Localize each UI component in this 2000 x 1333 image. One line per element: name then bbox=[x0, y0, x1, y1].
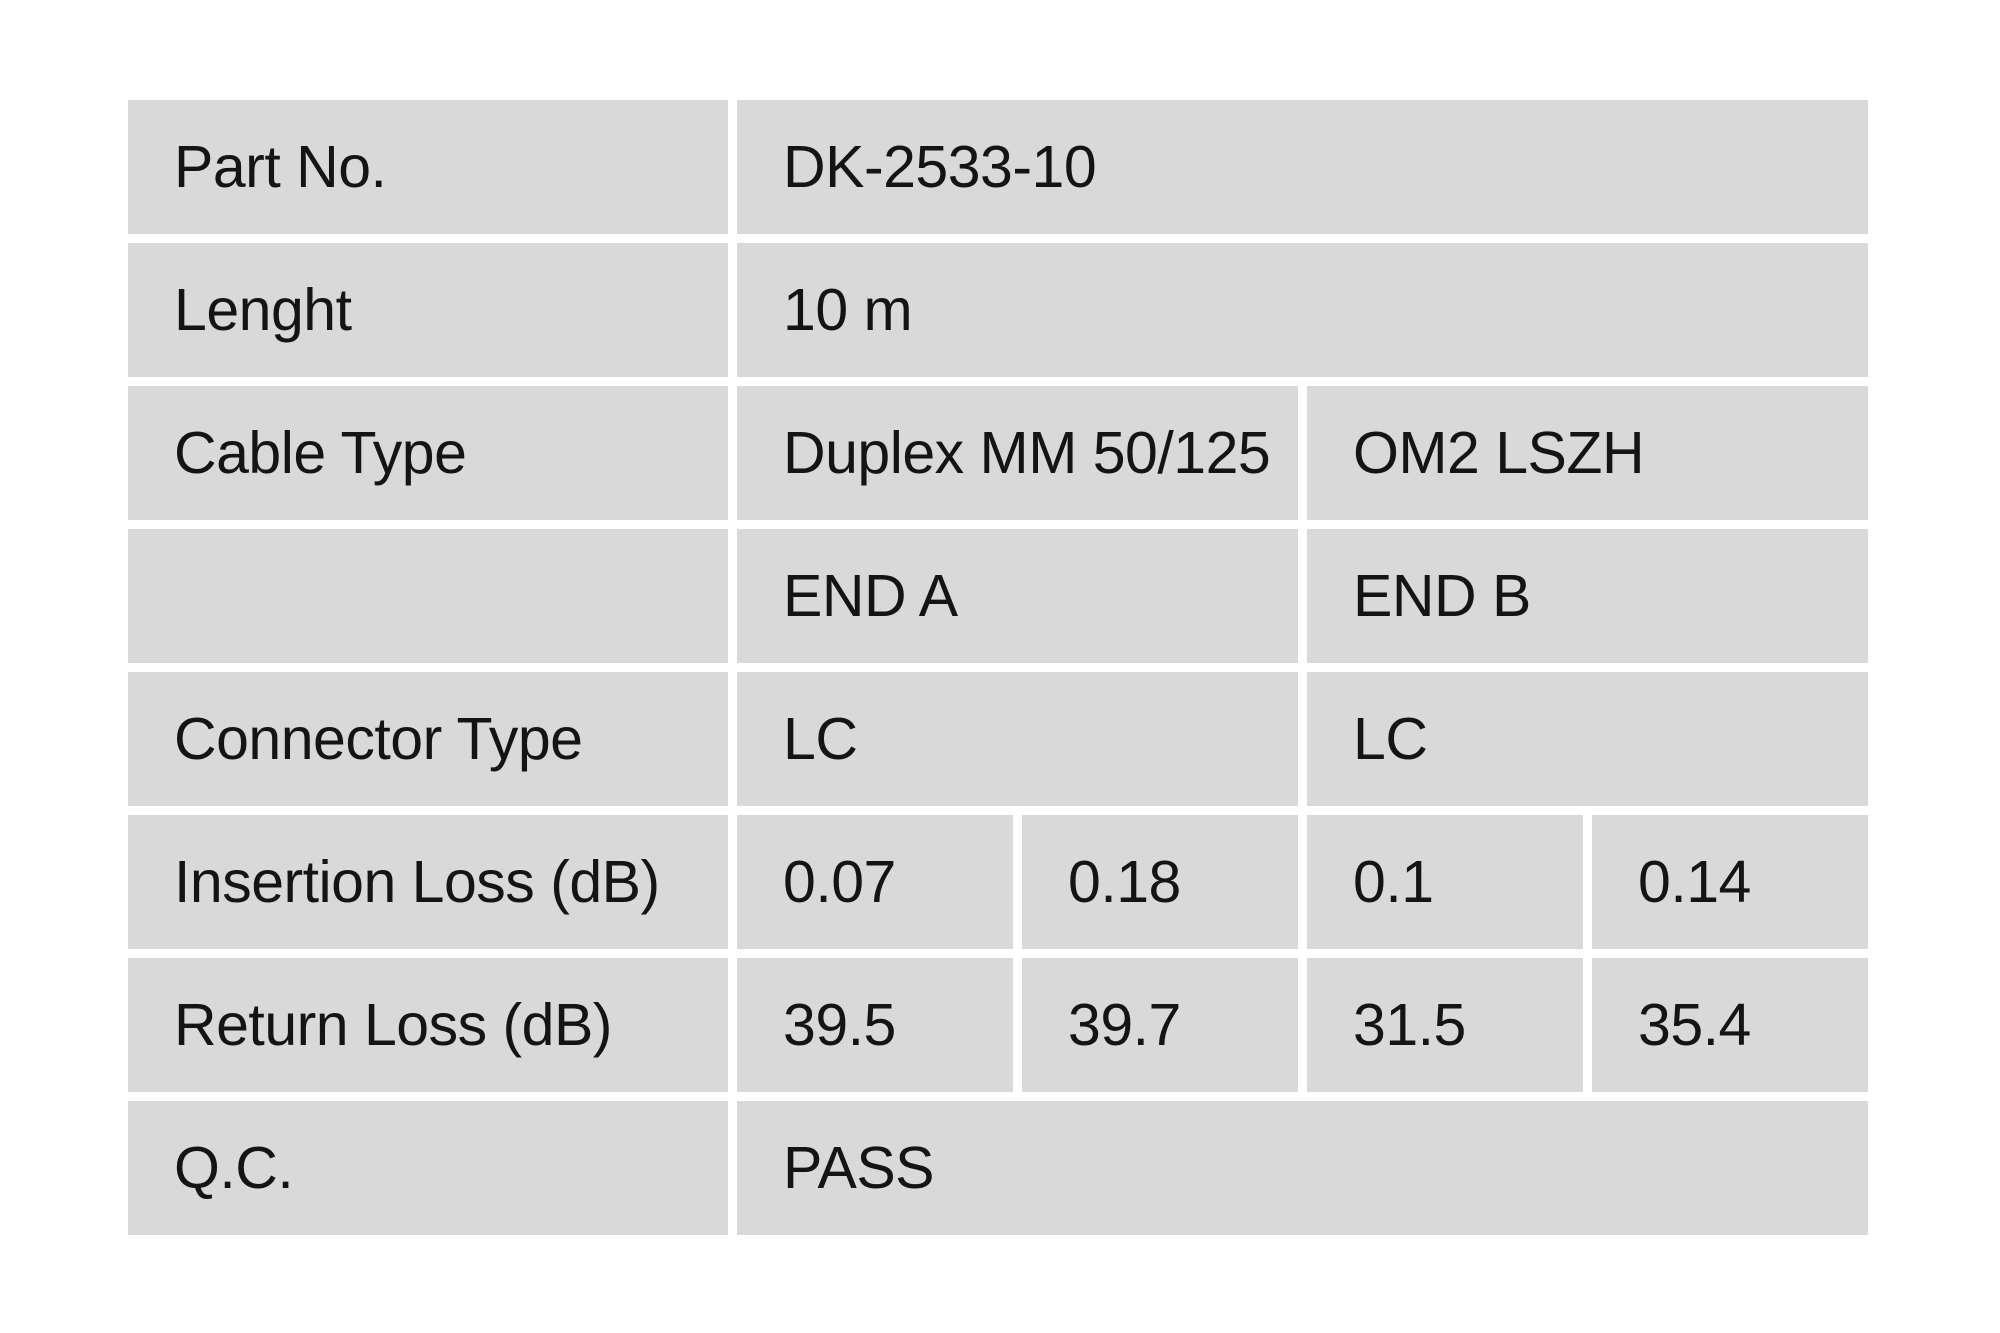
row-label: Return Loss (dB) bbox=[174, 991, 612, 1058]
value-cell-return-loss-3: 35.4 bbox=[1592, 958, 1868, 1092]
value-cell-insertion-loss-3: 0.14 bbox=[1592, 815, 1868, 949]
value-cell-connector-type-0: LC bbox=[737, 672, 1298, 806]
row-label-cell-qc: Q.C. bbox=[128, 1101, 728, 1235]
value-text: 0.18 bbox=[1068, 848, 1181, 915]
value-cell-qc-0: PASS bbox=[737, 1101, 1868, 1235]
value-text: LC bbox=[783, 705, 858, 772]
spec-table: Part No. DK-2533-10 Lenght 10 m Cable Type Du… bbox=[128, 100, 1868, 1235]
value-cell-insertion-loss-0: 0.07 bbox=[737, 815, 1013, 949]
row-label: Part No. bbox=[174, 133, 387, 200]
value-text: Duplex MM 50/125 bbox=[783, 419, 1271, 486]
row-label-cell-cable-type: Cable Type bbox=[128, 386, 728, 520]
value-text: 0.1 bbox=[1353, 848, 1434, 915]
value-text: DK-2533-10 bbox=[783, 133, 1097, 200]
row-label-cell-part-no: Part No. bbox=[128, 100, 728, 234]
value-cell-return-loss-2: 31.5 bbox=[1307, 958, 1583, 1092]
value-text: PASS bbox=[783, 1134, 935, 1201]
value-text: LC bbox=[1353, 705, 1428, 772]
value-text: 0.07 bbox=[783, 848, 896, 915]
value-cell-end-header-0: END A bbox=[737, 529, 1298, 663]
value-cell-length-0: 10 m bbox=[737, 243, 1868, 377]
value-text: END A bbox=[783, 562, 958, 629]
value-text: 31.5 bbox=[1353, 991, 1466, 1058]
value-cell-return-loss-1: 39.7 bbox=[1022, 958, 1298, 1092]
row-label: Cable Type bbox=[174, 419, 467, 486]
row-label-cell-return-loss: Return Loss (dB) bbox=[128, 958, 728, 1092]
row-label-cell-length: Lenght bbox=[128, 243, 728, 377]
row-label-cell-insertion-loss: Insertion Loss (dB) bbox=[128, 815, 728, 949]
value-text: 39.7 bbox=[1068, 991, 1181, 1058]
value-cell-insertion-loss-2: 0.1 bbox=[1307, 815, 1583, 949]
value-text: 39.5 bbox=[783, 991, 896, 1058]
value-text: END B bbox=[1353, 562, 1531, 629]
value-text: OM2 LSZH bbox=[1353, 419, 1645, 486]
row-label: Insertion Loss (dB) bbox=[174, 848, 660, 915]
value-text: 35.4 bbox=[1638, 991, 1751, 1058]
value-cell-cable-type-1: OM2 LSZH bbox=[1307, 386, 1868, 520]
value-text: 0.14 bbox=[1638, 848, 1751, 915]
row-label: Q.C. bbox=[174, 1134, 294, 1201]
value-text: 10 m bbox=[783, 276, 913, 343]
value-cell-insertion-loss-1: 0.18 bbox=[1022, 815, 1298, 949]
value-cell-end-header-1: END B bbox=[1307, 529, 1868, 663]
value-cell-return-loss-0: 39.5 bbox=[737, 958, 1013, 1092]
row-label-cell-end-header bbox=[128, 529, 728, 663]
row-label: Connector Type bbox=[174, 705, 583, 772]
value-cell-cable-type-0: Duplex MM 50/125 bbox=[737, 386, 1298, 520]
value-cell-part-no-0: DK-2533-10 bbox=[737, 100, 1868, 234]
value-cell-connector-type-1: LC bbox=[1307, 672, 1868, 806]
row-label: Lenght bbox=[174, 276, 352, 343]
row-label-cell-connector-type: Connector Type bbox=[128, 672, 728, 806]
